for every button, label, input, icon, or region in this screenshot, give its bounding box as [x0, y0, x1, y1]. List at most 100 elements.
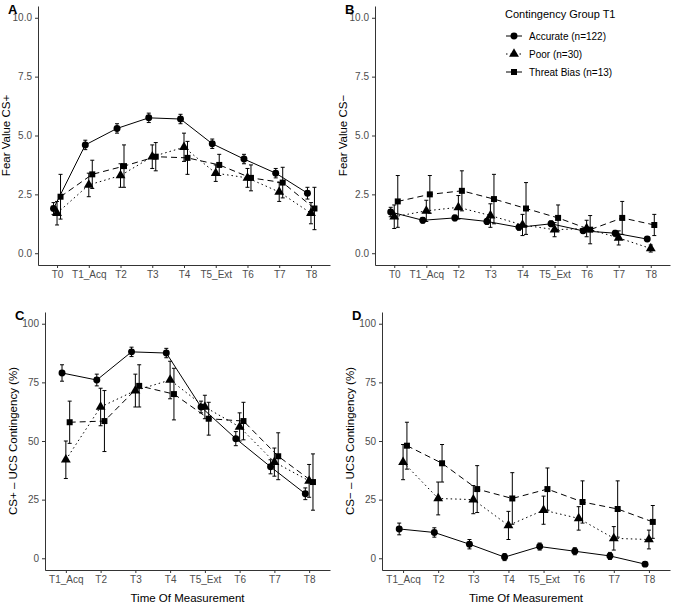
point — [459, 188, 465, 194]
y-tick-mark — [35, 194, 38, 195]
error-bar — [620, 201, 624, 234]
error-bar — [492, 174, 496, 223]
panel: 0255075100T1_AcqT2T3T4T5_ExtT6T7T8 — [359, 313, 670, 586]
x-tick: T5_Ext — [190, 570, 222, 585]
series — [404, 422, 656, 538]
y-tick-mark — [35, 77, 38, 78]
y-tick-label: 7.5 — [355, 71, 369, 82]
panel: 0.02.55.07.510.0T0T1_AcqT2T3T4T5_ExtT6T7… — [350, 7, 671, 281]
error-bar — [154, 143, 158, 171]
point — [101, 418, 107, 424]
x-tick-label: T2 — [95, 574, 107, 585]
point — [523, 205, 529, 211]
point — [544, 486, 550, 492]
point — [501, 554, 508, 561]
y-tick-mark — [42, 441, 45, 442]
y-tick: 0 — [33, 553, 45, 564]
y-axis-title: Fear Value CS+ — [0, 95, 12, 177]
y-tick-label: 50 — [28, 436, 40, 447]
x-tick: T1_Acq — [410, 265, 444, 280]
x-tick: T3 — [468, 570, 480, 585]
legend-entry: Threat Bias (n=13) — [506, 67, 612, 78]
point — [606, 552, 613, 559]
point — [67, 419, 73, 425]
x-tick-label: T8 — [645, 269, 657, 280]
x-tick-label: T5_Ext — [528, 574, 560, 585]
x-tick: T4 — [503, 570, 515, 585]
y-tick-mark — [379, 500, 382, 501]
y-tick: 75 — [28, 377, 45, 388]
y-tick: 5.0 — [18, 130, 38, 141]
x-tick-label: T5_Ext — [539, 269, 571, 280]
point — [439, 460, 445, 466]
x-tick: T1_Acq — [386, 570, 420, 585]
x-tick-label: T4 — [165, 574, 177, 585]
x-tick: T7 — [608, 570, 620, 585]
x-tick: T1_Acq — [72, 265, 106, 280]
plot-area — [396, 422, 656, 567]
y-axis-line — [45, 313, 46, 571]
x-tick: T7 — [269, 570, 281, 585]
x-tick: T4 — [517, 265, 529, 280]
point — [209, 140, 216, 147]
series-line — [403, 462, 649, 539]
point — [404, 443, 410, 449]
x-tick-mark — [170, 570, 171, 573]
point — [536, 543, 543, 550]
panel-title: B — [345, 2, 354, 17]
point — [128, 348, 135, 355]
x-tick-label: T3 — [147, 269, 159, 280]
x-tick: T8 — [306, 265, 318, 280]
x-tick-label: T4 — [503, 574, 515, 585]
x-tick-mark — [135, 570, 136, 573]
y-axis: 0255075100 — [359, 313, 382, 571]
y-tick: 50 — [365, 436, 382, 447]
x-tick-mark — [508, 570, 509, 573]
x-axis-line — [383, 570, 671, 571]
y-tick-mark — [379, 382, 382, 383]
x-tick-mark — [205, 570, 206, 573]
y-tick: 100 — [22, 318, 45, 329]
error-bar — [122, 145, 126, 187]
error-bar — [311, 454, 315, 510]
point — [61, 454, 71, 463]
point — [427, 191, 433, 197]
y-tick-label: 2.5 — [355, 189, 369, 200]
x-tick-mark — [544, 570, 545, 573]
x-tick-mark — [57, 265, 58, 268]
point — [615, 506, 621, 512]
point — [310, 479, 316, 485]
x-tick-mark — [523, 265, 524, 268]
point — [272, 170, 279, 177]
point — [396, 525, 403, 532]
x-tick-mark — [184, 265, 185, 268]
x-tick-label: T4 — [179, 269, 191, 280]
point — [419, 217, 426, 224]
error-bar — [312, 187, 316, 229]
x-tick-mark — [579, 570, 580, 573]
x-tick-label: T6 — [581, 269, 593, 280]
error-bar — [281, 167, 285, 198]
x-tick-mark — [426, 265, 427, 268]
y-tick-label: 5.0 — [355, 130, 369, 141]
x-axis-title: Time Of Measurement — [469, 592, 584, 604]
x-tick-label: T6 — [573, 574, 585, 585]
x-tick-label: T7 — [613, 269, 625, 280]
series — [59, 347, 309, 499]
error-bar — [545, 468, 549, 510]
x-tick-mark — [152, 265, 153, 268]
y-tick-label: 7.5 — [18, 71, 32, 82]
x-tick: T5_Ext — [528, 570, 560, 585]
point — [184, 155, 190, 161]
x-tick: T2 — [115, 265, 127, 280]
x-tick-label: T3 — [130, 574, 142, 585]
x-tick-label: T8 — [306, 269, 318, 280]
y-axis-title: CS− – UCS Contingency (%) — [344, 367, 356, 515]
point — [177, 116, 184, 123]
point — [275, 453, 281, 459]
point — [93, 377, 100, 384]
x-tick-mark — [121, 265, 122, 268]
y-axis-title: CS+ – UCS Contingency (%) — [7, 367, 19, 515]
point — [136, 383, 142, 389]
y-tick-mark — [379, 558, 382, 559]
